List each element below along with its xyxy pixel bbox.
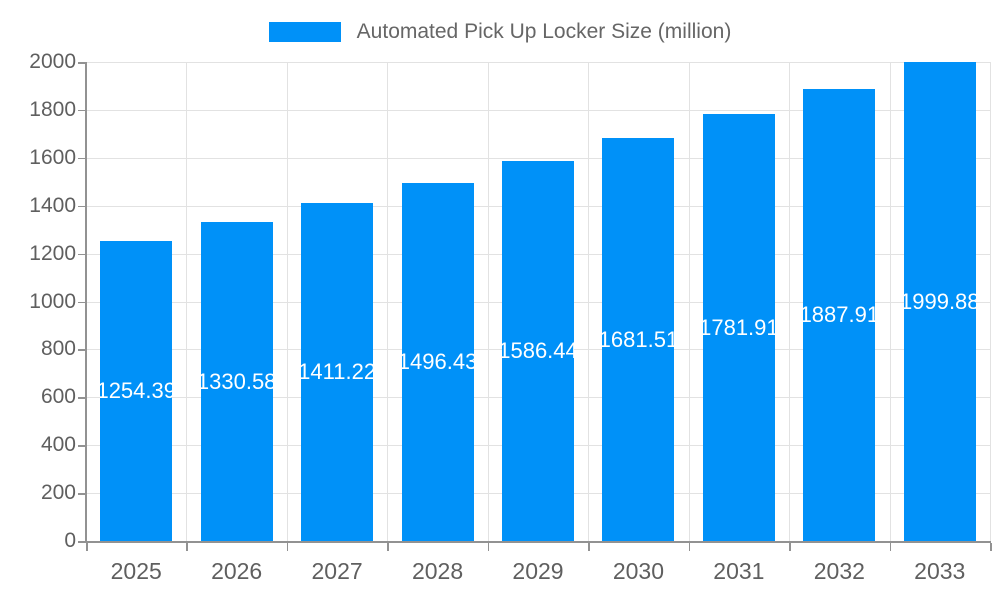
bar[interactable]: 1411.22 [301, 203, 374, 541]
bar[interactable]: 1586.44 [502, 161, 574, 541]
h-gridline [86, 62, 990, 63]
x-tick-mark [186, 543, 188, 551]
legend-label: Automated Pick Up Locker Size (million) [356, 20, 732, 43]
y-tick-mark [78, 301, 86, 303]
y-tick-label: 800 [40, 337, 76, 361]
h-gridline [86, 157, 990, 159]
x-tick-mark [487, 543, 490, 551]
y-axis-line [85, 62, 87, 543]
x-tick-mark [688, 543, 691, 551]
x-tick-label: 2033 [914, 558, 966, 584]
x-tick-label: 2026 [211, 558, 263, 584]
x-tick-label: 2031 [713, 558, 765, 584]
y-tick-mark [78, 62, 86, 64]
y-tick-label: 1800 [29, 97, 76, 121]
x-tick-label: 2030 [612, 558, 665, 584]
y-tick-label: 1200 [29, 241, 76, 265]
h-gridline [86, 109, 990, 111]
x-tick-mark [789, 543, 791, 551]
legend[interactable]: Automated Pick Up Locker Size (million) [0, 20, 1000, 44]
y-tick-label: 600 [40, 385, 76, 409]
x-tick-label: 2027 [311, 558, 363, 584]
x-tick-mark [889, 543, 892, 551]
x-tick-mark [86, 543, 88, 551]
bar-value-label: 1781.91 [702, 314, 775, 340]
y-tick-label: 2000 [29, 50, 76, 73]
bar[interactable]: 1999.88 [903, 62, 976, 541]
x-tick-label: 2029 [512, 558, 564, 584]
bar[interactable]: 1781.91 [702, 114, 775, 541]
bar-value-label: 1496.43 [401, 348, 474, 374]
bar-value-label: 1330.58 [200, 368, 273, 394]
y-tick-label: 1400 [29, 193, 76, 217]
bar[interactable]: 1330.58 [200, 222, 273, 541]
y-tick-mark [78, 109, 86, 112]
y-tick-label: 1600 [29, 145, 76, 169]
bar-value-label: 1411.22 [301, 358, 374, 384]
bar-value-label: 1999.88 [903, 288, 976, 314]
x-tick-label: 2028 [411, 558, 464, 584]
y-tick-mark [78, 349, 86, 351]
x-tick-mark [286, 543, 289, 551]
y-tick-mark [78, 253, 86, 256]
y-tick-label: 200 [40, 481, 76, 505]
x-axis-line [85, 541, 991, 543]
x-tick-mark [990, 543, 992, 551]
x-tick-mark [387, 543, 389, 551]
y-tick-label: 400 [40, 433, 76, 457]
bar-value-label: 1254.39 [100, 377, 173, 403]
v-gridline [990, 62, 991, 541]
bar[interactable]: 1887.91 [803, 88, 876, 541]
legend-swatch-icon [268, 22, 341, 42]
x-tick-label: 2032 [813, 558, 865, 584]
bar-value-label: 1887.91 [803, 301, 876, 327]
bar-value-label: 1586.44 [502, 338, 574, 364]
y-tick-mark [78, 397, 86, 399]
bar[interactable]: 1496.43 [401, 182, 474, 541]
bar[interactable]: 1254.39 [100, 240, 173, 541]
y-tick-mark [78, 445, 86, 447]
y-tick-label: 0 [64, 529, 76, 552]
bar[interactable]: 1681.51 [602, 138, 675, 541]
x-tick-mark [588, 543, 590, 551]
y-tick-mark [78, 205, 86, 208]
y-tick-mark [78, 493, 86, 495]
y-tick-mark [78, 157, 86, 160]
y-tick-mark [78, 541, 86, 543]
y-tick-label: 1000 [29, 289, 76, 313]
x-tick-label: 2025 [110, 558, 162, 584]
bar-value-label: 1681.51 [602, 326, 675, 352]
